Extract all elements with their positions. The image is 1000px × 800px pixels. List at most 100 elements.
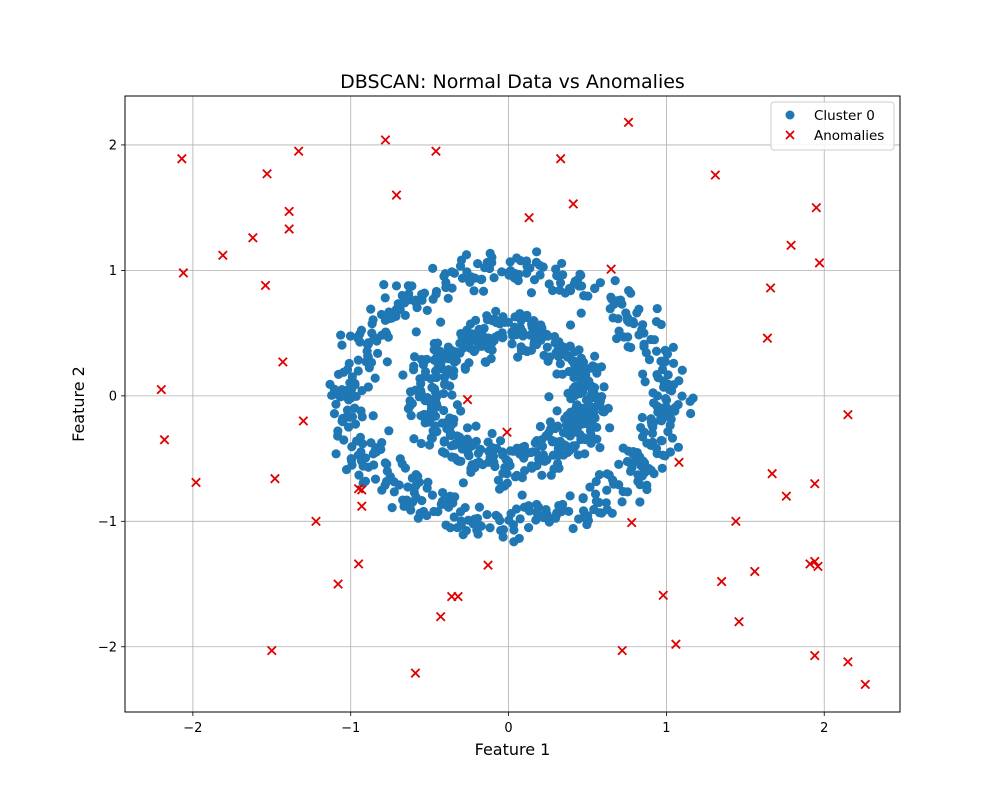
cluster-point [618, 443, 628, 453]
cluster-point [416, 438, 426, 449]
cluster-point [469, 438, 479, 448]
cluster-point [521, 268, 532, 278]
cluster-point [443, 354, 454, 364]
cluster-point [456, 406, 466, 416]
plot-frame [124, 95, 901, 713]
cluster-point [525, 330, 535, 340]
cluster-point [377, 438, 387, 448]
cluster-point [545, 417, 556, 427]
cluster-point [677, 391, 687, 401]
cluster-point [666, 414, 676, 424]
x-tick-label: −1 [341, 721, 360, 736]
cluster-point [344, 358, 354, 369]
cluster-point [398, 370, 408, 380]
cluster-point [384, 426, 394, 436]
cluster-point [517, 473, 527, 483]
cluster-point [382, 466, 392, 476]
cluster-point [483, 437, 493, 447]
anomaly-point [284, 206, 294, 217]
cluster-point [433, 507, 443, 517]
cluster-point [373, 348, 383, 359]
cluster-point [590, 351, 600, 361]
cluster-point [416, 379, 426, 389]
anomaly-point [462, 394, 473, 405]
cluster-point [642, 438, 652, 448]
cluster-point [612, 296, 623, 306]
cluster-point [629, 319, 639, 329]
cluster-point [439, 388, 449, 399]
cluster-point [464, 358, 474, 368]
cluster-point [580, 449, 590, 459]
cluster-point [639, 427, 649, 437]
anomaly-point [710, 170, 721, 180]
cluster-point [562, 410, 572, 421]
anomaly-point [260, 280, 271, 291]
cluster-point [543, 331, 553, 341]
cluster-point [483, 457, 494, 467]
cluster-point [441, 277, 451, 288]
cluster-0-points [325, 247, 698, 547]
cluster-point [623, 487, 633, 497]
cluster-point [420, 418, 430, 428]
cluster-point [605, 304, 615, 314]
anomaly-point [568, 199, 579, 209]
cluster-point [350, 403, 360, 413]
cluster-point [544, 428, 554, 438]
cluster-point [357, 385, 367, 396]
anomaly-point [156, 384, 167, 395]
cluster-point [440, 268, 450, 279]
cluster-point [532, 247, 542, 257]
x-tick-label: 1 [662, 721, 670, 736]
cluster-point [590, 489, 601, 499]
cluster-point [427, 490, 438, 500]
anomaly-point [809, 478, 820, 489]
anomaly-point [555, 153, 566, 164]
cluster-point [452, 431, 462, 441]
cluster-point [576, 353, 586, 363]
cluster-point [640, 468, 650, 478]
cluster-point [628, 447, 639, 457]
cluster-point [660, 407, 670, 417]
cluster-point [638, 369, 648, 379]
cluster-point [411, 327, 421, 337]
cluster-point [537, 470, 547, 480]
legend-anomaly-label: Anomalies [814, 128, 884, 144]
cluster-point [497, 333, 508, 343]
cluster-point [455, 261, 466, 271]
cluster-point [350, 419, 361, 429]
cluster-point [657, 436, 667, 446]
anomaly-point [176, 153, 187, 164]
y-tick-label: −2 [98, 640, 117, 655]
anomaly-point [623, 117, 634, 128]
anomaly-point [380, 135, 391, 145]
anomaly-point [284, 224, 294, 234]
cluster-point [652, 401, 662, 411]
cluster-point [409, 434, 419, 444]
cluster-point [432, 352, 442, 363]
legend: Cluster 0 Anomalies [770, 101, 895, 151]
legend-cluster-label: Cluster 0 [814, 108, 875, 124]
cluster-point [403, 281, 413, 291]
cluster-point [591, 496, 601, 506]
anomaly-point [298, 416, 309, 426]
y-tick-label: 1 [109, 264, 117, 279]
cluster-point [560, 288, 570, 298]
cluster-point [442, 366, 452, 377]
cluster-point [551, 264, 561, 274]
cluster-point [505, 267, 516, 277]
cluster-point [497, 267, 507, 277]
cluster-point [380, 293, 390, 303]
cluster-point [368, 411, 378, 421]
cluster-point [360, 476, 371, 486]
cluster-point [440, 448, 450, 458]
cluster-point [594, 508, 605, 518]
x-tick-label: 2 [820, 721, 828, 736]
cluster-point [495, 436, 506, 446]
cluster-point [377, 485, 387, 495]
cluster-point [669, 358, 679, 369]
cluster-point [637, 412, 647, 423]
cluster-point [657, 463, 667, 473]
cluster-point [354, 470, 364, 480]
cluster-point [482, 509, 492, 520]
